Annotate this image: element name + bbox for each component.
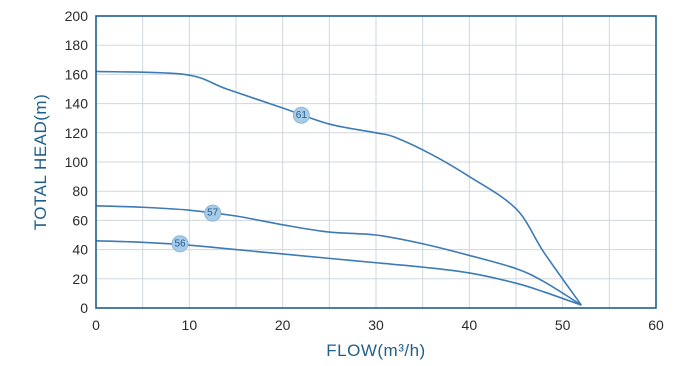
x-tick-label: 50 — [555, 317, 571, 333]
series-label-57: 57 — [207, 208, 219, 219]
y-tick-label: 180 — [65, 37, 89, 53]
x-tick-label: 20 — [275, 317, 291, 333]
series-line-57 — [95, 205, 582, 306]
series-curves — [95, 70, 582, 306]
series-line-61 — [95, 70, 582, 306]
x-tick-label: 30 — [368, 317, 384, 333]
y-tick-label: 20 — [72, 271, 88, 287]
series-line-56 — [95, 240, 582, 306]
x-tick-label: 0 — [92, 317, 100, 333]
series-labels: 61 57 56 — [171, 106, 310, 253]
x-tick-label: 60 — [648, 317, 664, 333]
plot-frame — [95, 15, 657, 309]
series-label-56: 56 — [174, 238, 186, 249]
y-tick-label: 40 — [72, 242, 88, 258]
series-badge-56 — [171, 235, 189, 253]
y-tick-label: 140 — [65, 96, 89, 112]
x-tick-label: 10 — [182, 317, 198, 333]
x-tick-label: 40 — [462, 317, 478, 333]
series-label-61: 61 — [296, 110, 308, 121]
x-axis-title: FLOW(m³/h) — [326, 341, 425, 360]
y-tick-label: 60 — [72, 212, 88, 228]
grid — [96, 16, 656, 308]
series-badge-57 — [204, 204, 222, 222]
y-tick-label: 160 — [65, 66, 89, 82]
y-tick-label: 120 — [65, 125, 89, 141]
y-tick-label: 200 — [65, 8, 89, 24]
series-badge-61 — [292, 106, 310, 124]
y-tick-labels: 0 20 40 60 80 100 120 140 160 180 200 — [65, 8, 89, 316]
x-tick-labels: 0 10 20 30 40 50 60 — [92, 317, 664, 333]
y-axis-title: TOTAL HEAD(m) — [31, 94, 50, 231]
y-tick-label: 100 — [65, 154, 89, 170]
y-tick-label: 80 — [72, 183, 88, 199]
y-tick-label: 0 — [80, 300, 88, 316]
